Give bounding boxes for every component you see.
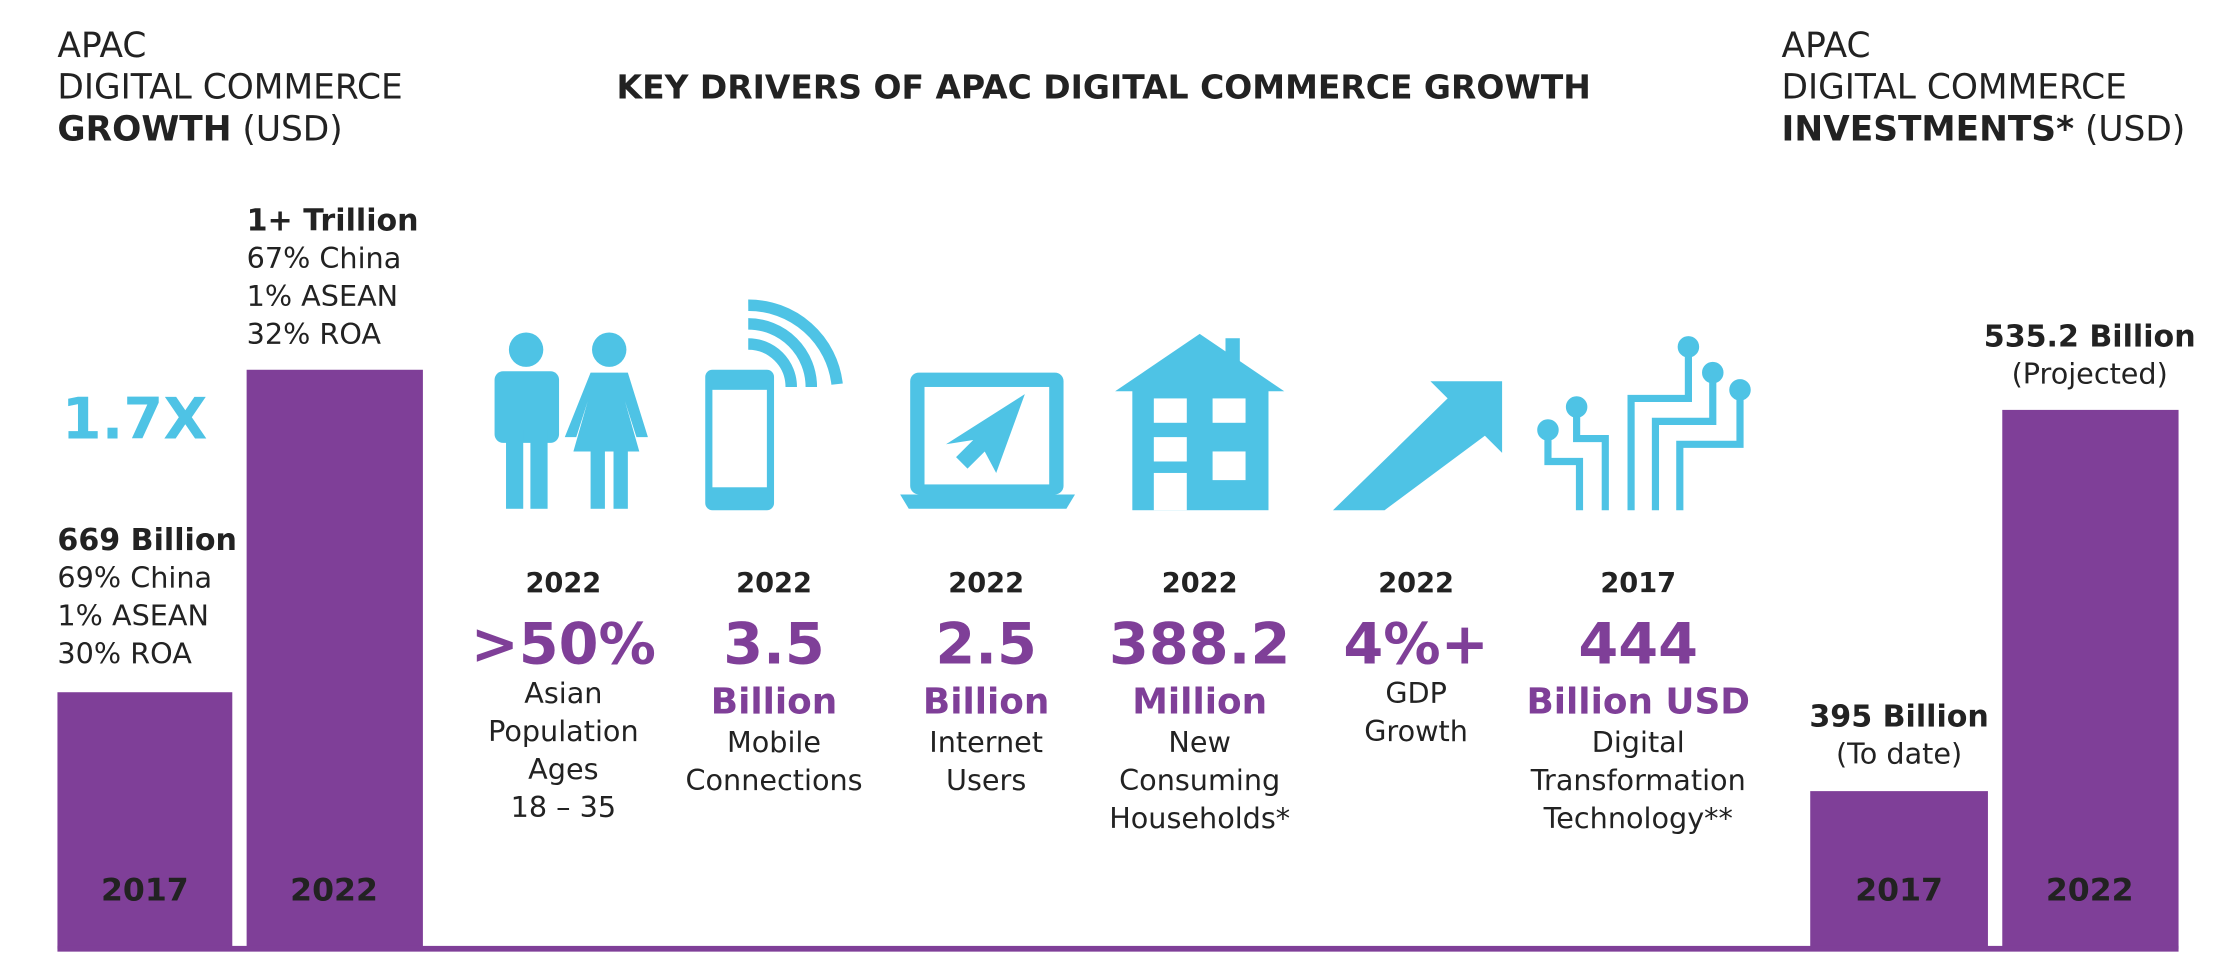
title-unit: (USD) xyxy=(242,109,342,149)
bar-detail: 67% China xyxy=(247,241,402,275)
baseline xyxy=(57,945,2179,952)
driver-description: Households* xyxy=(1109,801,1290,835)
driver-unit: Billion USD xyxy=(1526,682,1750,723)
title-space xyxy=(2074,109,2085,149)
section-title: DIGITAL COMMERCE xyxy=(1782,67,2127,107)
bar-year: 2017 xyxy=(1855,872,1943,908)
multiplier: 1.7X xyxy=(62,385,208,452)
section-title: GROWTH (USD) xyxy=(57,109,342,149)
driver-value: 4%+ xyxy=(1343,610,1488,677)
section-title: APAC xyxy=(57,26,146,66)
driver-description: Ages xyxy=(528,752,598,786)
driver-description: Population xyxy=(488,714,639,748)
driver-description: Users xyxy=(946,763,1026,797)
driver-description: Mobile xyxy=(727,725,821,759)
driver-description: Asian xyxy=(524,676,602,710)
title-bold: INVESTMENTS* xyxy=(1782,109,2075,149)
bar-value: 1+ Trillion xyxy=(247,204,419,239)
bar-2022 xyxy=(2002,409,2179,949)
bar-note: (Projected) xyxy=(2012,356,2168,390)
driver-unit: Billion xyxy=(711,682,837,723)
bar-2017 xyxy=(57,692,233,949)
bar-year: 2022 xyxy=(290,872,378,908)
driver-year: 2017 xyxy=(1600,568,1676,599)
title-space xyxy=(231,109,242,149)
section-title: INVESTMENTS* (USD) xyxy=(1782,109,2186,149)
bar-value: 395 Billion xyxy=(1809,700,1989,735)
bar-detail: 1% ASEAN xyxy=(247,279,399,313)
section-title: APAC xyxy=(1782,26,1871,66)
driver-value: 2.5 xyxy=(935,610,1037,677)
driver-description: New xyxy=(1168,725,1231,759)
bar-2022 xyxy=(246,369,423,949)
bar-year: 2017 xyxy=(101,872,189,908)
bar-note: (To date) xyxy=(1836,736,1962,770)
bar-detail: 69% China xyxy=(57,561,212,595)
driver-value: 388.2 xyxy=(1109,610,1290,677)
driver-value: 444 xyxy=(1578,610,1698,677)
driver-description: 18 – 35 xyxy=(511,790,616,824)
icons xyxy=(494,299,1503,511)
bar-detail: 30% ROA xyxy=(57,637,192,671)
driver-description: GDP xyxy=(1385,676,1447,710)
driver-description: Connections xyxy=(685,763,862,797)
driver-description: Internet xyxy=(929,725,1043,759)
driver-year: 2022 xyxy=(1162,568,1238,599)
main-title: KEY DRIVERS OF APAC DIGITAL COMMERCE GRO… xyxy=(617,67,1591,106)
driver-year: 2022 xyxy=(736,568,812,599)
driver-value: >50% xyxy=(471,610,656,677)
driver-description: Consuming xyxy=(1119,763,1280,797)
driver-year: 2022 xyxy=(948,568,1024,599)
bar-value: 669 Billion xyxy=(57,523,237,558)
driver-year: 2022 xyxy=(525,568,601,599)
bar-2017 xyxy=(1810,791,1988,949)
bar-detail: 1% ASEAN xyxy=(57,599,209,633)
title-bold: GROWTH xyxy=(57,109,231,149)
driver-description: Growth xyxy=(1364,714,1468,748)
driver-description: Digital xyxy=(1592,725,1685,759)
circuit-icon xyxy=(1537,336,1751,511)
bar-value: 535.2 Billion xyxy=(1984,320,2196,355)
bar-year: 2022 xyxy=(2046,872,2134,908)
driver-unit: Billion xyxy=(923,682,1049,723)
bar-detail: 32% ROA xyxy=(247,317,382,351)
title-unit: (USD) xyxy=(2085,109,2185,149)
driver-description: Technology** xyxy=(1543,801,1733,835)
driver-value: 3.5 xyxy=(723,610,825,677)
section-title: DIGITAL COMMERCE xyxy=(57,67,402,107)
driver-description: Transformation xyxy=(1530,763,1746,797)
driver-unit: Million xyxy=(1132,682,1267,723)
driver-year: 2022 xyxy=(1378,568,1454,599)
